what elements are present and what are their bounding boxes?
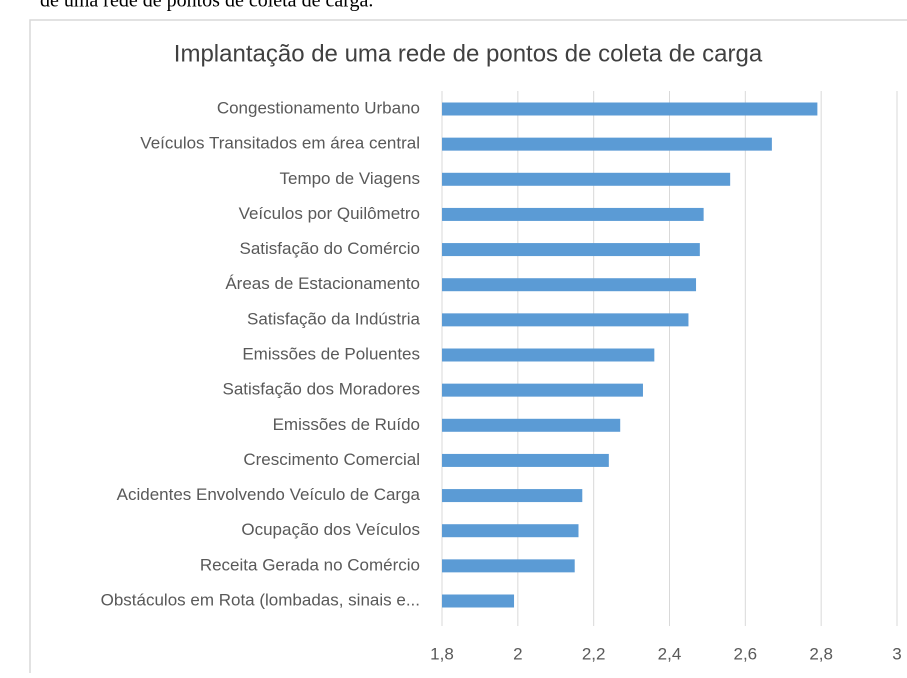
chart-title: Implantação de uma rede de pontos de col… <box>174 40 763 67</box>
bar <box>442 418 621 432</box>
bar <box>442 278 697 292</box>
bar <box>442 102 818 116</box>
bar <box>442 207 704 221</box>
y-tick-label: Satisfação do Comércio <box>240 239 420 258</box>
y-tick-label: Acidentes Envolvendo Veículo de Carga <box>117 485 421 504</box>
bar <box>442 594 515 608</box>
y-tick-label: Veículos por Quilômetro <box>239 204 420 223</box>
y-tick-label: Áreas de Estacionamento <box>225 274 420 293</box>
y-tick-label: Emissões de Ruído <box>273 415 420 434</box>
text-fragment: de uma rede de pontos de coleta de carga… <box>40 0 373 12</box>
y-tick-label: Receita Gerada no Comércio <box>200 555 420 574</box>
y-tick-label: Tempo de Viagens <box>279 169 420 188</box>
y-tick-label: Ocupação dos Veículos <box>241 520 420 539</box>
bar <box>442 559 575 573</box>
y-tick-label: Congestionamento Urbano <box>217 98 420 117</box>
bar <box>442 383 643 397</box>
y-tick-label: Veículos Transitados em área central <box>140 134 420 153</box>
x-tick-label: 2 <box>513 644 522 663</box>
x-tick-label: 2,2 <box>582 644 606 663</box>
bar <box>442 243 700 257</box>
x-tick-label: 1,8 <box>430 644 454 663</box>
y-tick-label: Satisfação da Indústria <box>247 309 420 328</box>
bar <box>442 524 579 538</box>
bar <box>442 313 689 327</box>
x-tick-label: 2,8 <box>809 644 833 663</box>
bar <box>442 489 583 503</box>
y-tick-label: Satisfação dos Moradores <box>223 380 421 399</box>
y-tick-label: Crescimento Comercial <box>243 450 420 469</box>
bar <box>442 348 655 362</box>
x-tick-label: 2,4 <box>658 644 682 663</box>
chart-border <box>29 19 907 673</box>
x-tick-label: 3 <box>892 644 901 663</box>
bar <box>442 453 609 467</box>
x-tick-label: 2,6 <box>734 644 758 663</box>
y-tick-label: Emissões de Poluentes <box>242 344 420 363</box>
bar <box>442 137 772 151</box>
bar <box>442 172 731 186</box>
y-tick-label: Obstáculos em Rota (lombadas, sinais e..… <box>101 590 420 609</box>
